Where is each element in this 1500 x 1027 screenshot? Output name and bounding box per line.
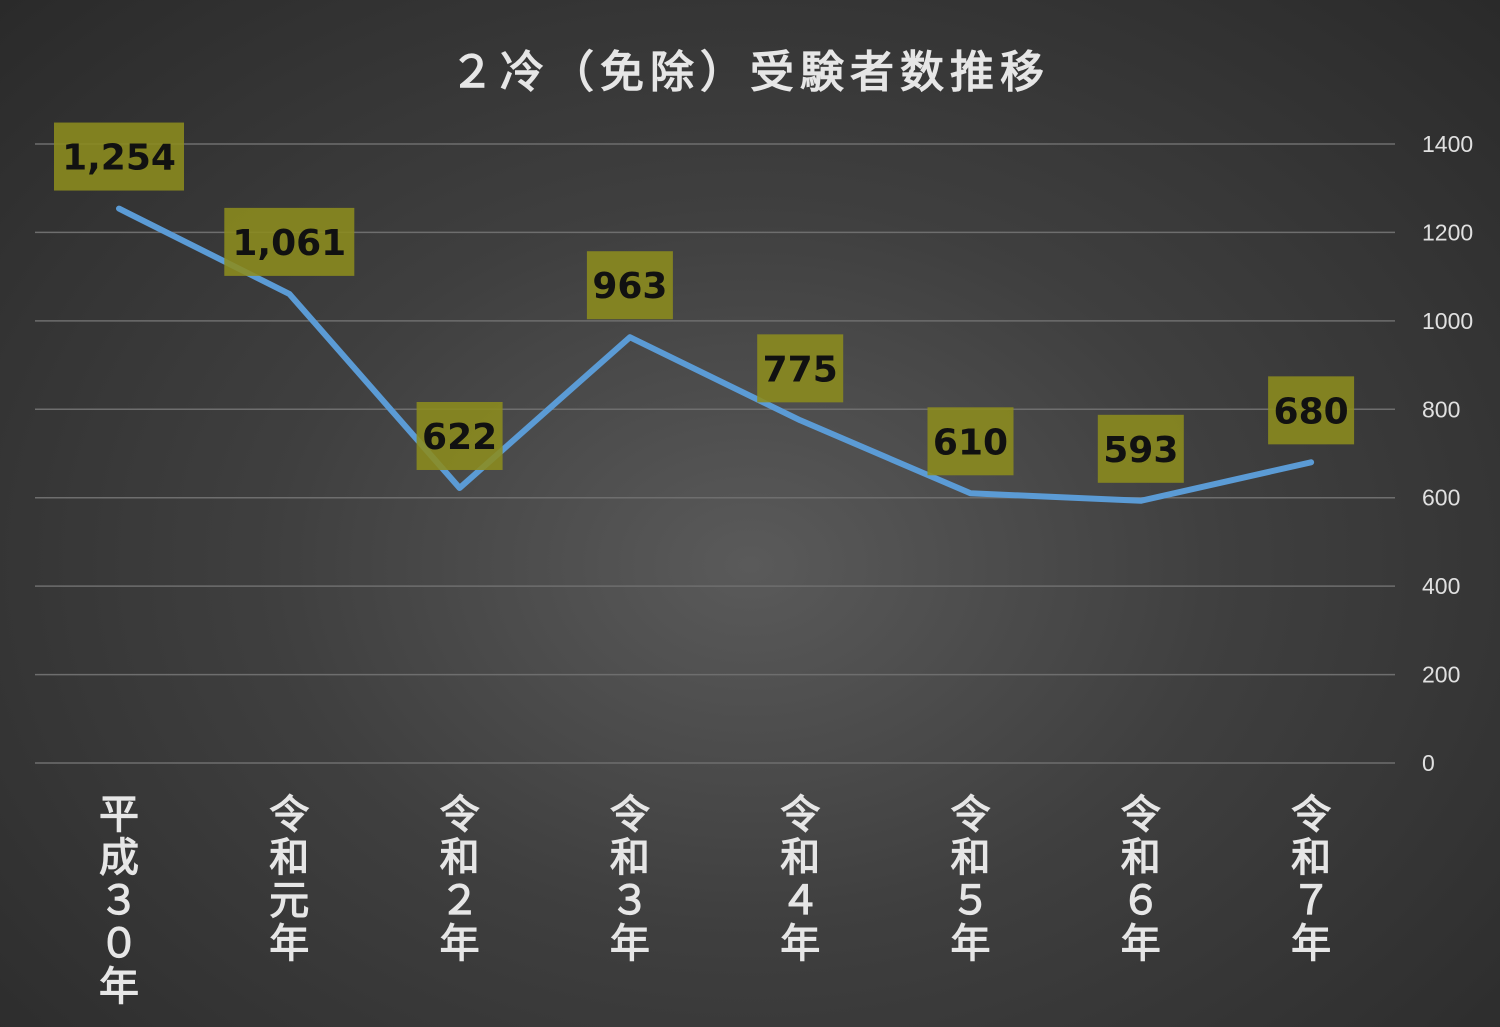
y-tick-label: 400 xyxy=(1422,573,1460,599)
data-label-box xyxy=(54,122,184,191)
data-label: 593 xyxy=(1103,430,1178,471)
x-tick-label: 令和５年 xyxy=(951,792,992,967)
data-label: 610 xyxy=(933,422,1008,463)
data-label-box xyxy=(586,251,673,320)
data-label-box xyxy=(1097,414,1184,483)
data-label: 775 xyxy=(763,349,838,390)
y-tick-label: 1200 xyxy=(1422,219,1473,245)
x-tick-label: 令和３年 xyxy=(610,792,651,967)
data-label: 963 xyxy=(592,266,667,307)
y-tick-label: 800 xyxy=(1422,396,1460,422)
x-tick-label: 令和６年 xyxy=(1121,792,1162,967)
y-tick-label: 600 xyxy=(1422,485,1460,511)
chart-title: ２冷（免除）受験者数推移 xyxy=(450,47,1050,98)
series-line xyxy=(116,205,1315,504)
data-label-box xyxy=(757,334,844,403)
data-label-box xyxy=(927,407,1014,476)
x-tick-label: 平成３０年 xyxy=(99,792,139,1010)
y-tick-label: 0 xyxy=(1422,750,1435,776)
y-tick-label: 1400 xyxy=(1422,131,1473,157)
data-label: 680 xyxy=(1274,391,1349,432)
data-label: 622 xyxy=(422,417,497,458)
x-tick-label: 令和４年 xyxy=(780,792,821,967)
x-tick-label: 令和元年 xyxy=(269,792,310,967)
y-tick-label: 1000 xyxy=(1422,308,1473,334)
data-label: 1,254 xyxy=(62,138,176,179)
data-label-box xyxy=(224,207,355,276)
x-tick-label: 令和７年 xyxy=(1291,792,1332,967)
data-label: 1,061 xyxy=(232,223,346,264)
data-label-box xyxy=(1268,376,1355,445)
y-tick-label: 200 xyxy=(1422,662,1460,688)
x-tick-label: 令和２年 xyxy=(440,792,481,967)
data-label-box xyxy=(416,401,503,470)
